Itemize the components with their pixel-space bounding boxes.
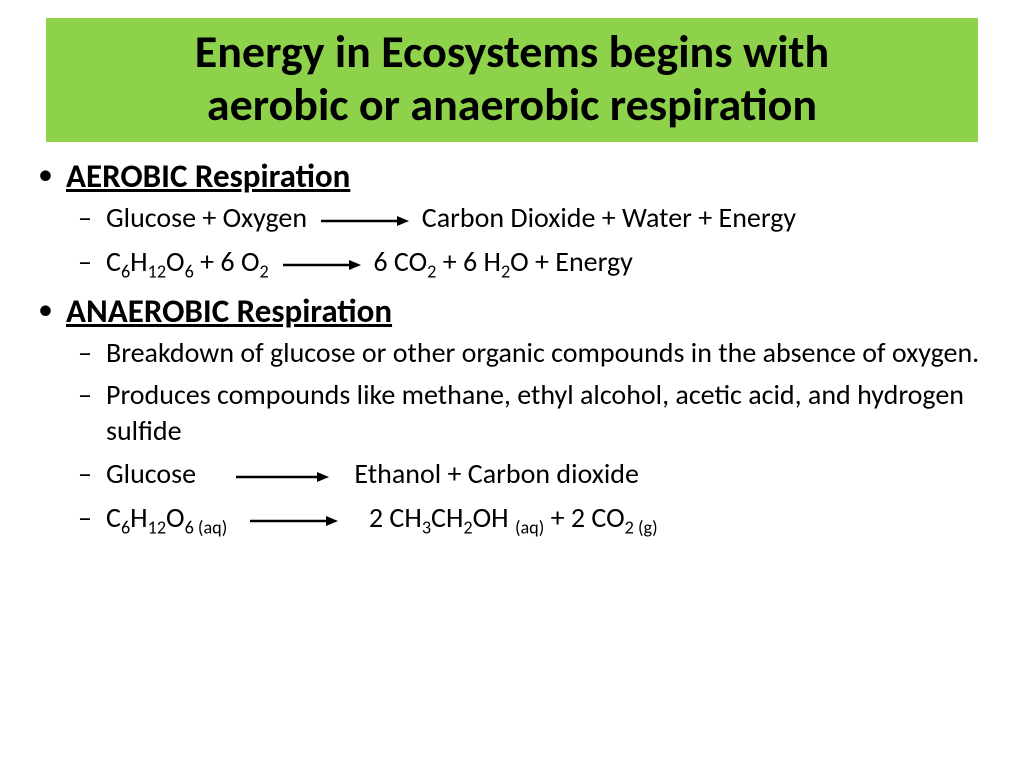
anaerobic-definition: Breakdown of glucose or other organic co… (106, 335, 988, 371)
arrow-icon (319, 202, 409, 238)
slide-content: Energy in Ecosystems begins with aerobic… (0, 0, 1024, 564)
slide-title: Energy in Ecosystems begins with aerobic… (46, 26, 978, 132)
arrow-icon (248, 502, 338, 538)
anaerobic-word-equation: Glucose Ethanol + Carbon dioxide (106, 456, 988, 495)
title-line-2: aerobic or anaerobic respiration (207, 77, 817, 133)
title-line-1: Energy in Ecosystems begins with (195, 24, 829, 80)
anaerobic-formula-equation: C6H12O6 (aq) 2 CH3CH2OH (aq) + 2 CO2 (g) (106, 500, 988, 540)
aerobic-heading: AEROBIC Respiration (66, 156, 350, 196)
section-anaerobic: ANAEROBIC Respiration Breakdown of gluco… (66, 291, 988, 541)
aerobic-word-equation: Glucose + Oxygen Carbon Dioxide + Water … (106, 200, 988, 239)
aerobic-formula-equation: C6H12O6 + 6 O2 6 CO2 + 6 H2O + Energy (106, 244, 988, 284)
aerobic-formula-right: 6 CO2 + 6 H2O + Energy (373, 244, 632, 279)
arrow-icon (281, 246, 361, 282)
aerobic-sublist: Glucose + Oxygen Carbon Dioxide + Water … (66, 200, 988, 285)
title-box: Energy in Ecosystems begins with aerobic… (46, 18, 978, 142)
anaerobic-heading: ANAEROBIC Respiration (66, 291, 392, 331)
arrow-icon (234, 458, 329, 494)
anaerobic-sublist: Breakdown of glucose or other organic co… (66, 335, 988, 541)
anaerobic-word-left: Glucose (106, 456, 196, 491)
anaerobic-word-right: Ethanol + Carbon dioxide (354, 456, 639, 491)
bullet-list: AEROBIC Respiration Glucose + Oxygen Car… (36, 156, 988, 541)
aerobic-formula-left: C6H12O6 + 6 O2 (106, 244, 269, 279)
aerobic-word-left: Glucose + Oxygen (106, 200, 307, 235)
anaerobic-products: Produces compounds like methane, ethyl a… (106, 377, 988, 450)
anaerobic-formula-left: C6H12O6 (aq) (106, 500, 227, 535)
section-aerobic: AEROBIC Respiration Glucose + Oxygen Car… (66, 156, 988, 285)
anaerobic-formula-right: 2 CH3CH2OH (aq) + 2 CO2 (g) (369, 500, 658, 535)
aerobic-word-right: Carbon Dioxide + Water + Energy (422, 200, 796, 235)
